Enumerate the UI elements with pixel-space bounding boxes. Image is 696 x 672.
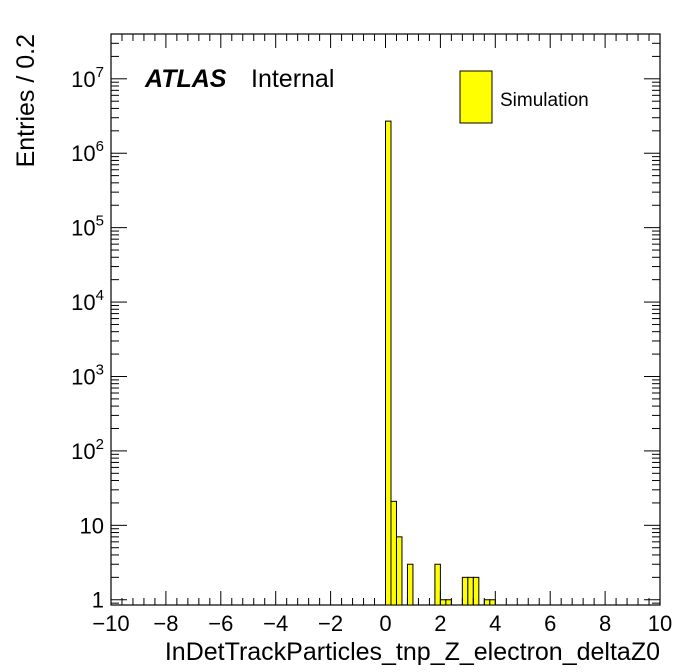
histogram-bar xyxy=(467,576,474,606)
x-tick-label: 4 xyxy=(489,611,501,636)
y-tick-label: 107 xyxy=(71,64,104,92)
histogram-bar xyxy=(395,536,403,606)
histogram-bar xyxy=(461,576,469,606)
y-tick-label: 104 xyxy=(71,287,104,315)
x-tick-label: 0 xyxy=(379,611,391,636)
x-tick-label: −4 xyxy=(263,611,288,636)
y-tick-label: 1 xyxy=(92,588,104,613)
y-tick-label: 103 xyxy=(71,361,104,389)
histogram-bar xyxy=(489,599,496,606)
histogram-bar xyxy=(385,120,392,606)
x-tick-label: −2 xyxy=(318,611,343,636)
histogram-bar xyxy=(483,599,491,606)
y-tick-label: 10 xyxy=(80,513,104,538)
x-tick-label: −6 xyxy=(208,611,233,636)
x-tick-label: 8 xyxy=(599,611,611,636)
y-tick-label: 102 xyxy=(71,436,104,464)
atlas-label: ATLAS xyxy=(144,65,227,93)
legend-label: Simulation xyxy=(500,90,589,111)
y-tick-label: 106 xyxy=(71,138,104,166)
x-axis-title: InDetTrackParticles_tnp_Z_electron_delta… xyxy=(165,638,660,666)
x-tick-label: −8 xyxy=(153,611,178,636)
histogram-bar xyxy=(472,576,480,606)
histogram-bar xyxy=(439,599,447,606)
x-tick-label: 6 xyxy=(544,611,556,636)
x-axis-ticks: −10 −8 −6 −4 −2 0 2 4 6 8 10 xyxy=(92,34,672,636)
x-tick-label: −10 xyxy=(92,611,129,636)
status-label: Internal xyxy=(251,65,334,93)
legend-swatch xyxy=(459,70,493,124)
histogram-bar xyxy=(445,599,452,606)
histogram-bar xyxy=(434,563,441,606)
y-axis-ticks: 1 10 102 103 104 105 106 107 xyxy=(71,42,660,613)
x-tick-label: 2 xyxy=(434,611,446,636)
histogram-bar xyxy=(406,563,414,606)
histogram-bar xyxy=(390,500,397,606)
x-tick-label: 10 xyxy=(648,611,672,636)
histogram-bars xyxy=(385,120,496,606)
y-tick-label: 105 xyxy=(71,213,104,241)
y-axis-title: Entries / 0.2 xyxy=(12,34,40,167)
